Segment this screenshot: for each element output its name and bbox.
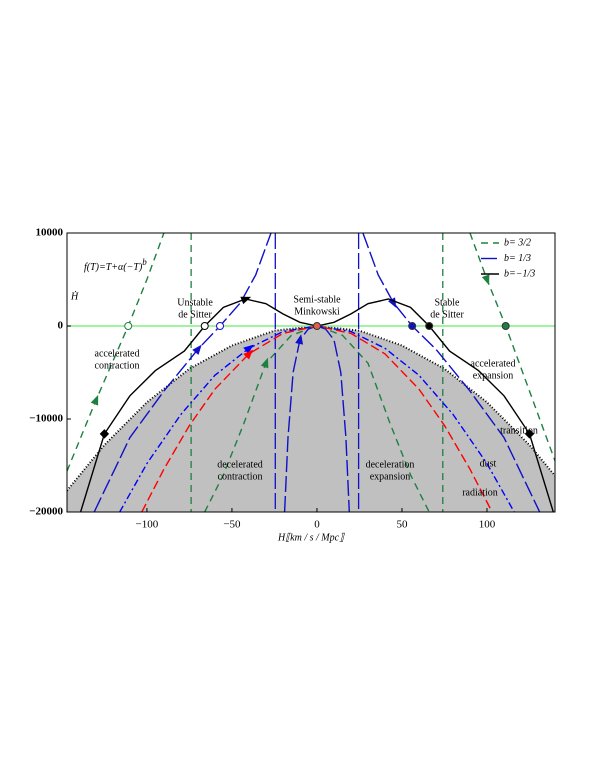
curve-line (119, 325, 515, 512)
fixed-point (312, 322, 321, 330)
annotation: deceleration (366, 459, 415, 470)
x-tick-label: 0 (314, 519, 320, 531)
y-tick-label: −20000 (29, 506, 63, 518)
legend-label: b=−1/3 (504, 268, 535, 279)
x-tick-label: −100 (136, 519, 159, 531)
y-axis-label: Ḣ (70, 290, 79, 302)
fixed-point (124, 322, 133, 330)
annotation: de Sitter (178, 309, 212, 320)
flow-arrow (243, 349, 254, 360)
flow-arrow (260, 357, 269, 369)
x-tick-label: 50 (396, 519, 408, 531)
annotation: Semi-stable (293, 294, 341, 305)
annotation: Minkowski (294, 306, 340, 317)
flow-arrow (243, 344, 254, 354)
x-tick-label: −50 (223, 519, 241, 531)
annotation: accelerated (471, 358, 516, 369)
annotation: accelerated (95, 348, 140, 359)
formula-exponent: b (142, 257, 147, 267)
legend-label: b= 1/3 (504, 253, 531, 264)
flow-arrow (388, 297, 397, 309)
plot-frame (66, 232, 556, 513)
flow-arrow (192, 344, 202, 355)
curve-label: radiation (462, 487, 498, 498)
curve-label: dust (480, 458, 497, 469)
formula-base: f(T)=T+α(−T) (84, 262, 143, 273)
y-tick-label: 10000 (36, 227, 64, 239)
transition-point (99, 429, 110, 439)
formula: f(T)=T+α(−T)b (84, 257, 147, 273)
annotation: transition (500, 425, 538, 436)
flow-arrow (295, 334, 304, 345)
annotation: Stable (435, 297, 461, 308)
annotation: decelerated (217, 459, 263, 470)
annotation: contraction (95, 360, 140, 371)
fixed-point (425, 322, 434, 330)
annotation: Unstable (177, 297, 213, 308)
y-tick-label: −10000 (29, 413, 63, 425)
legend-label: b= 3/2 (504, 237, 531, 248)
annotation: contraction (218, 471, 263, 482)
fixed-point (408, 322, 417, 330)
flow-arrow (481, 274, 490, 286)
fixed-point (200, 322, 209, 330)
y-tick-label: 0 (58, 320, 64, 332)
flow-arrow (240, 296, 252, 305)
annotation: expansion (473, 370, 514, 381)
flow-arrow (90, 394, 99, 406)
fixed-point (501, 322, 510, 330)
x-tick-label: 100 (479, 519, 496, 531)
transition-point (524, 429, 535, 439)
x-axis-label: H⟦km / s / Mpc⟧ (277, 532, 345, 543)
annotation: expansion (370, 471, 411, 482)
region-fill (67, 326, 555, 512)
annotation: de Sitter (430, 309, 464, 320)
fixed-point (216, 322, 225, 330)
